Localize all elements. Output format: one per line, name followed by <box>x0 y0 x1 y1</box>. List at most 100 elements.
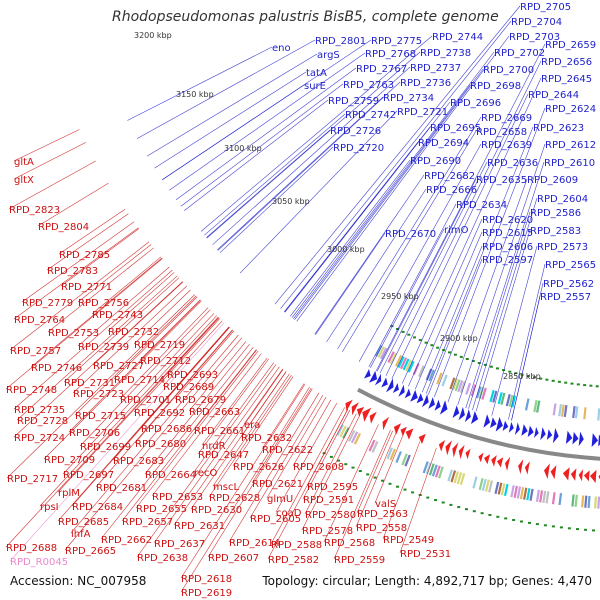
cog-band <box>342 427 350 439</box>
cog-band <box>519 486 525 500</box>
cog-band <box>560 404 565 417</box>
cog-band <box>526 488 531 501</box>
gene-label: RPD_2721 <box>397 107 448 118</box>
gene-arrow <box>521 424 528 436</box>
gene-label: RPD_2624 <box>545 104 596 115</box>
label-connector <box>207 388 313 558</box>
gene-label: RPD_2531 <box>400 549 451 560</box>
gene-label: RPD_2662 <box>101 535 152 546</box>
cog-band <box>529 488 534 501</box>
tick-dot <box>337 459 340 462</box>
label-connector <box>91 256 162 315</box>
label-connector <box>60 228 140 287</box>
gene-label: RPD_2628 <box>209 493 260 504</box>
label-connector <box>9 241 150 351</box>
gene-label: RPD_2608 <box>293 462 344 473</box>
label-connector <box>190 371 287 510</box>
gene-label: RPD_2612 <box>545 140 596 151</box>
gene-label: RPD_2763 <box>343 80 394 91</box>
gene-label: RPD_2783 <box>47 266 98 277</box>
label-connector <box>121 349 257 522</box>
gene-arrow <box>590 469 597 483</box>
label-connector <box>180 83 344 207</box>
label-connector <box>249 394 324 519</box>
label-connector <box>173 369 284 526</box>
gene-label: RPD_2739 <box>78 342 129 353</box>
gene-label: coaD <box>276 508 302 519</box>
label-connector <box>13 227 139 320</box>
label-connector <box>457 143 546 406</box>
label-connector <box>294 68 484 320</box>
cog-band <box>438 466 444 479</box>
gene-label: RPD_2644 <box>528 90 579 101</box>
label-connector <box>174 330 234 400</box>
gene-label: RPD_2801 <box>315 36 366 47</box>
cog-band <box>574 406 579 419</box>
gene-label: RPD_2637 <box>154 539 205 550</box>
label-connector <box>201 357 268 446</box>
gene-label: RPD_2768 <box>365 49 416 60</box>
label-connector <box>251 387 312 484</box>
gene-arrow <box>495 417 503 432</box>
label-connector <box>119 307 209 400</box>
cog-band <box>395 451 402 464</box>
label-connector <box>425 126 534 394</box>
cog-band <box>510 485 515 498</box>
cog-band <box>489 389 495 403</box>
label-connector <box>151 353 262 497</box>
cog-band <box>551 492 556 505</box>
tick-dot <box>413 336 416 339</box>
gene-arrow <box>410 389 418 402</box>
gene-label: RPD_2695 <box>430 123 481 134</box>
gene-label: RPD_2549 <box>383 535 434 546</box>
label-connector <box>342 130 477 353</box>
gene-label: RPD_2759 <box>328 96 379 107</box>
cog-band <box>339 425 347 438</box>
label-connector <box>62 313 215 475</box>
tick-dot <box>539 377 543 380</box>
label-connector <box>133 318 220 413</box>
cog-band <box>397 356 405 368</box>
gene-label-highlight: RPD_R0045 <box>10 557 68 568</box>
label-connector <box>375 43 546 372</box>
label-connector <box>139 299 201 361</box>
cog-band <box>508 394 514 407</box>
cog-band <box>563 404 568 418</box>
forward-strand-layer <box>364 369 600 447</box>
cog-band <box>371 441 379 453</box>
label-connector <box>302 410 351 500</box>
gene-arrow <box>438 440 446 452</box>
gene-label: era <box>244 420 260 431</box>
label-connector <box>465 161 545 409</box>
label-connector <box>323 424 379 543</box>
gene-label: ihfA <box>71 529 91 540</box>
gene-arrow <box>386 378 394 393</box>
gene-label: RPD_2732 <box>108 327 159 338</box>
label-connector <box>74 295 197 416</box>
gene-label: gltA <box>14 157 34 168</box>
gene-arrow <box>550 465 557 480</box>
label-connector <box>133 289 191 345</box>
gene-label: RPD_2622 <box>262 445 313 456</box>
gene-arrow <box>445 440 452 456</box>
gene-arrow <box>345 399 353 412</box>
gene-label: RPD_2614 <box>229 538 280 549</box>
gene-label: RPD_2714 <box>114 375 165 386</box>
cog-band <box>456 472 463 485</box>
gene-label: RPD_2635 <box>476 175 527 186</box>
gene-label: RPD_2619 <box>181 588 232 599</box>
gene-label: RPD_2680 <box>135 439 186 450</box>
gene-arrow <box>570 468 577 481</box>
label-connector <box>472 197 538 411</box>
cog-band <box>379 347 388 360</box>
tick-dot <box>576 383 580 386</box>
tick-dot <box>459 355 463 358</box>
cog-band <box>494 481 500 494</box>
cog-band <box>374 344 383 357</box>
label-connector <box>491 245 538 416</box>
cog-band <box>431 464 438 477</box>
cog-band <box>389 352 398 365</box>
cog-band <box>558 404 563 417</box>
label-connector <box>314 174 425 335</box>
label-line-layer <box>5 5 546 593</box>
